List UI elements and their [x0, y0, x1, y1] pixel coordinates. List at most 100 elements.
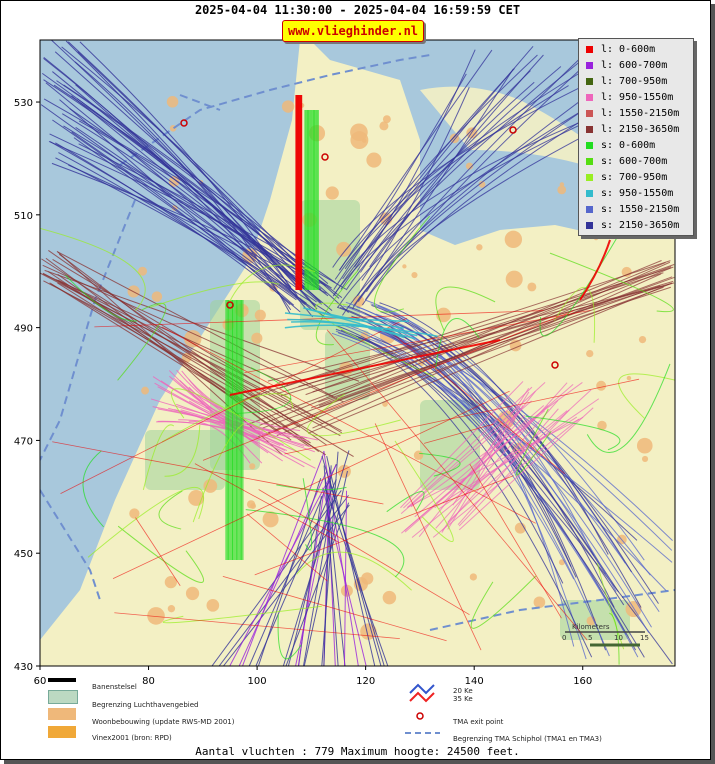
flight-track [414, 405, 545, 518]
flight-track [202, 310, 574, 461]
flight-track [276, 484, 347, 491]
map-layer: Kilometers 0 5 10 15 [40, 40, 675, 666]
flight-track [43, 280, 341, 437]
flight-track [161, 393, 294, 443]
flight-track [339, 49, 493, 271]
key-20ke-icon [409, 683, 435, 695]
legend-label: l: 1550-2150m [601, 107, 680, 119]
flight-track [400, 400, 532, 514]
key-20ke-label: 20 Ke [453, 687, 473, 695]
flight-track [322, 487, 367, 666]
flight-track [315, 270, 359, 346]
key-boundary-label: Begrenzing Luchthavengebied [92, 701, 199, 709]
flight-track [254, 475, 514, 576]
urban-area [262, 511, 279, 528]
flight-track [364, 40, 612, 301]
urban-area [586, 349, 594, 358]
urban-area [469, 573, 477, 581]
flight-track [162, 605, 322, 624]
urban-area [527, 282, 537, 292]
flight-track [297, 494, 324, 666]
flight-track [245, 509, 405, 578]
urban-area [559, 182, 565, 187]
legend-item: l: 2150-3650m [579, 121, 693, 137]
site-badge[interactable]: www.vlieghinder.nl [282, 20, 424, 42]
legend-item: l: 600-700m [579, 57, 693, 73]
tma-exit-point [180, 119, 188, 127]
x-tick-label: 100 [248, 676, 267, 687]
flight-track [321, 451, 339, 666]
legend-label: l: 600-700m [601, 59, 668, 71]
flight-track [194, 463, 339, 543]
flight-track [332, 78, 598, 268]
legend-label: s: 700-950m [601, 171, 668, 183]
urban-area [413, 450, 424, 461]
flight-track [52, 441, 384, 505]
flight-track [229, 464, 337, 666]
urban-area [325, 186, 339, 200]
flight-track [77, 51, 312, 284]
flight-track [78, 143, 347, 290]
flight-track [337, 91, 614, 308]
flight-track [267, 267, 672, 434]
flight-track [333, 73, 467, 290]
scale-tick-label: 15 [640, 634, 649, 642]
flight-track [434, 416, 578, 509]
legend-swatch [586, 141, 593, 149]
flight-track [142, 424, 175, 491]
flight-track [334, 85, 569, 280]
urban-area [465, 162, 474, 170]
urban-area [129, 508, 140, 519]
y-tick-label: 450 [14, 549, 33, 560]
flight-track [65, 40, 292, 288]
flight-track [549, 252, 674, 313]
urban-area [596, 380, 607, 391]
flight-track [441, 391, 530, 533]
urban-area [636, 437, 653, 454]
flight-track [357, 87, 470, 296]
flight-track [52, 259, 343, 434]
urban-area [243, 306, 249, 311]
flight-track [55, 279, 354, 458]
urban-area [557, 185, 567, 195]
legend-swatch [586, 77, 593, 85]
legend-item: l: 1550-2150m [579, 105, 693, 121]
flight-track [525, 415, 621, 451]
flight-track [240, 260, 671, 401]
flight-track [373, 215, 431, 313]
urban-area [166, 96, 179, 108]
flight-track [176, 369, 284, 446]
flight-track [374, 423, 482, 651]
flight-track [618, 373, 675, 419]
flight-track [379, 316, 633, 573]
legend-label: s: 950-1550m [601, 187, 674, 199]
x-tick-label: 60 [34, 676, 47, 687]
urban-area [281, 100, 295, 113]
urban-area [141, 386, 150, 395]
flight-track [158, 490, 183, 530]
flight-track [312, 273, 662, 429]
flight-track [284, 378, 640, 455]
key-residential-label: Woonbebouwing (update RWS-MD 2001) [92, 718, 235, 726]
urban-area [336, 241, 352, 257]
flight-track [238, 470, 328, 666]
flight-track [380, 311, 642, 608]
flight-track [312, 282, 675, 393]
flight-track [407, 416, 584, 508]
flight-track [112, 390, 510, 579]
flight-track [302, 478, 313, 551]
flight-track [42, 273, 289, 386]
flight-track [447, 405, 524, 530]
flight-track [174, 409, 259, 445]
flight-track [47, 271, 310, 447]
flight-track [156, 421, 281, 446]
flight-track [361, 54, 544, 281]
flight-track [228, 264, 316, 303]
flight-track [458, 407, 594, 531]
flight-track [150, 281, 280, 308]
urban-area [379, 121, 389, 131]
urban-area [340, 584, 353, 597]
urban-area [164, 576, 177, 589]
key-35ke-icon [409, 691, 435, 703]
flight-track [351, 325, 627, 635]
